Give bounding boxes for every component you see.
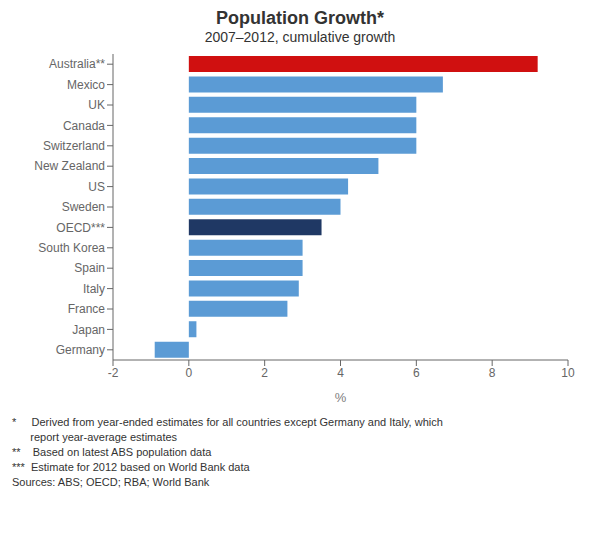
- svg-text:Germany: Germany: [56, 343, 105, 357]
- svg-text:Switzerland: Switzerland: [43, 139, 105, 153]
- svg-text:4: 4: [337, 366, 344, 380]
- svg-text:France: France: [68, 302, 106, 316]
- svg-text:Mexico: Mexico: [67, 78, 105, 92]
- svg-text:0: 0: [185, 366, 192, 380]
- svg-text:New Zealand: New Zealand: [34, 159, 105, 173]
- svg-text:Australia**: Australia**: [49, 57, 105, 71]
- html-text:Sources: ABS; OECD; RBA; World: Sources: ABS; OECD; RBA; World Bank: [12, 476, 210, 488]
- html-text:** Based on latest ABS populat: ** Based on latest ABS population data: [12, 446, 212, 458]
- svg-text:UK: UK: [88, 98, 105, 112]
- html-text:2007–2012, cumulative growth: 2007–2012, cumulative growth: [204, 29, 396, 45]
- html-text:*** Estimate for 2012 based on: *** Estimate for 2012 based on World Ban…: [12, 461, 250, 473]
- svg-text:Italy: Italy: [83, 282, 105, 296]
- svg-text:%: %: [335, 390, 347, 405]
- svg-text:10: 10: [561, 366, 575, 380]
- html-text:report year-average estimates: report year-average estimates: [12, 431, 178, 443]
- svg-text:Canada: Canada: [63, 119, 105, 133]
- svg-text:US: US: [88, 180, 105, 194]
- svg-text:2: 2: [261, 366, 268, 380]
- svg-text:6: 6: [413, 366, 420, 380]
- svg-text:OECD***: OECD***: [56, 221, 105, 235]
- svg-text:8: 8: [489, 366, 496, 380]
- svg-text:Sweden: Sweden: [62, 200, 105, 214]
- html-text:Population Growth*: Population Growth*: [216, 8, 384, 28]
- svg-text:South Korea: South Korea: [38, 241, 105, 255]
- html-text:* Derived from year-ended esti: * Derived from year-ended estimates for …: [12, 416, 443, 428]
- svg-text:Spain: Spain: [74, 261, 105, 275]
- svg-text:-2: -2: [108, 366, 119, 380]
- svg-text:Japan: Japan: [72, 323, 105, 337]
